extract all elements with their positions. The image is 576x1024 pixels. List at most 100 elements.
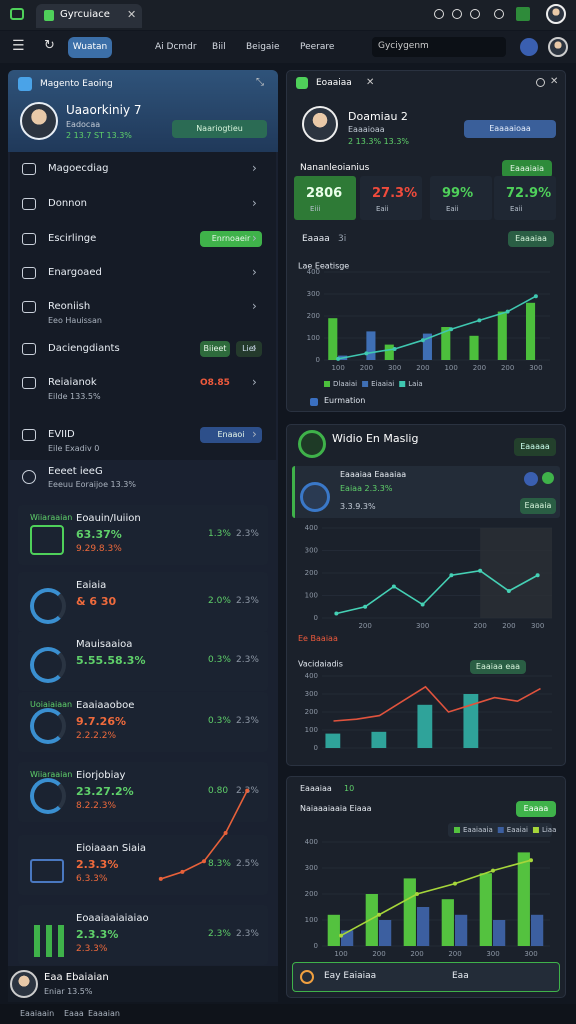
menu-badge[interactable]: Enrnoaeir <box>200 231 262 247</box>
card-title: Eiorjobiay <box>76 770 126 781</box>
profile-button[interactable]: Eaaaaioaa <box>464 120 556 138</box>
bar <box>417 704 433 748</box>
panel-icon <box>296 77 308 89</box>
menu-badge[interactable]: Enaaoi <box>200 427 262 443</box>
bar <box>384 344 394 360</box>
legend-swatch <box>532 827 539 833</box>
card-pct: 1.3% <box>208 529 231 539</box>
menu-label[interactable]: Escirlinge <box>48 233 97 244</box>
y-tick-label: 100 <box>307 334 320 342</box>
legend-label: Dlaaiai <box>333 380 357 388</box>
legend-badge[interactable]: Eaaiaa eaa <box>470 660 526 674</box>
stats-button[interactable]: Eaaaiaia <box>502 160 552 178</box>
panel-footer: Eurmation <box>324 396 366 405</box>
card-tag: Uoiaiaiaan <box>30 700 73 709</box>
card-pct: 2.3% <box>236 929 259 939</box>
menu-sub: Eilde 133.5% <box>48 392 101 401</box>
menu-icon <box>22 233 36 245</box>
footer-icon <box>300 970 314 984</box>
card <box>18 835 268 895</box>
card-sub: 9.29.8.3% <box>76 544 122 554</box>
y-tick-label: 100 <box>305 916 318 924</box>
chevron: › <box>252 375 257 389</box>
menu-label[interactable]: Reoniish <box>48 301 91 312</box>
menu-label[interactable]: Enargoaed <box>48 267 102 278</box>
profile-line: 2 13.3% 13.3% <box>348 137 410 146</box>
line-point <box>245 788 250 793</box>
y-tick-label: 300 <box>305 690 318 698</box>
menu-label[interactable]: Donnon <box>48 198 87 209</box>
avatar <box>20 102 58 140</box>
x-tick-label: 300 <box>416 622 429 630</box>
footer-text: Eay Eaiaiaa <box>324 971 377 981</box>
stat-value: 99% <box>442 186 474 201</box>
bar <box>327 914 340 946</box>
card-gauge <box>30 708 66 744</box>
card-icon <box>34 925 64 957</box>
bar <box>441 899 454 946</box>
x-tick-label: 300 <box>486 950 499 958</box>
menu-badge[interactable]: Biieet <box>200 341 230 357</box>
nav-active-button[interactable]: Wuatan <box>68 37 112 58</box>
menu-label[interactable]: EVIID <box>48 429 75 440</box>
close-icon: ⤡ <box>256 77 264 88</box>
y-tick-label: 0 <box>314 744 318 752</box>
line <box>336 569 539 615</box>
line-point <box>449 327 454 332</box>
card-sub: 2.2.2.2% <box>76 731 117 741</box>
y-tick-label: 0 <box>314 614 318 622</box>
refresh-button[interactable]: ↻ <box>44 38 55 53</box>
nav-link: Beigaie <box>246 42 280 52</box>
line-point <box>420 602 425 607</box>
line-point <box>158 876 163 881</box>
y-tick-label: 200 <box>307 312 320 320</box>
search-text: Gyciygenm <box>378 41 429 51</box>
profile-button[interactable]: Naariogtieu <box>172 120 267 138</box>
bar <box>365 894 378 946</box>
line-point <box>453 881 457 886</box>
card-value: 2.3.3% <box>76 928 119 941</box>
tab-close[interactable]: ✕ <box>127 8 137 21</box>
line-point <box>223 831 228 835</box>
line-point <box>180 869 185 874</box>
card-gauge <box>30 588 66 624</box>
x-tick-label: 300 <box>388 364 401 372</box>
menu-label[interactable]: Magoecdiag <box>48 163 109 174</box>
x-tick-label: 200 <box>502 622 515 630</box>
x-tick-label: 200 <box>473 364 486 372</box>
nav-search[interactable] <box>372 37 506 57</box>
card-gauge <box>30 778 66 814</box>
panel-icon <box>18 77 32 91</box>
card-value: & 6 30 <box>76 595 117 608</box>
panel-tab: Eaaaiaa <box>300 784 332 793</box>
info-button[interactable]: Eaaaia <box>520 498 556 514</box>
x-tick-label: 200 <box>501 364 514 372</box>
menu-badge[interactable]: Liel <box>236 341 262 357</box>
line <box>340 859 532 937</box>
bar <box>328 318 338 360</box>
x-tick-label: 200 <box>448 950 461 958</box>
panel-title: Magento Eaoing <box>40 79 113 89</box>
card-title: Eaaiaaoboe <box>76 700 135 711</box>
profile-name: Uaaorkiniy 7 <box>66 103 142 117</box>
status-item: Eaaaian <box>88 1009 120 1018</box>
stat-box <box>360 176 422 220</box>
panel-button[interactable]: Eaaaaa <box>514 438 556 456</box>
card-icon <box>30 859 64 883</box>
y-tick-label: 400 <box>307 268 320 276</box>
x-tick-label: 200 <box>372 950 385 958</box>
card-sub: 6.3.3% <box>76 874 108 884</box>
bar <box>325 733 341 748</box>
profile-name: Doamiau 2 <box>348 110 408 123</box>
chart: 0 100 200 300 400 100 200 200 200 300 300 Eaaiaaia E… <box>305 823 556 958</box>
nav-link: Biil <box>212 42 226 52</box>
card-icon <box>30 525 64 555</box>
menu-button[interactable]: ☰ <box>12 38 25 54</box>
menu-label[interactable]: Daciengdiants <box>48 343 120 354</box>
panel-button[interactable]: Eaaaa <box>516 801 556 817</box>
panel-tab: Eoaaiaa <box>316 78 352 88</box>
filter-button[interactable]: Eaaaiaa <box>508 231 554 247</box>
menu-label[interactable]: Reiaianok <box>48 377 97 388</box>
card-gauge <box>30 647 66 683</box>
line-point <box>363 604 368 609</box>
